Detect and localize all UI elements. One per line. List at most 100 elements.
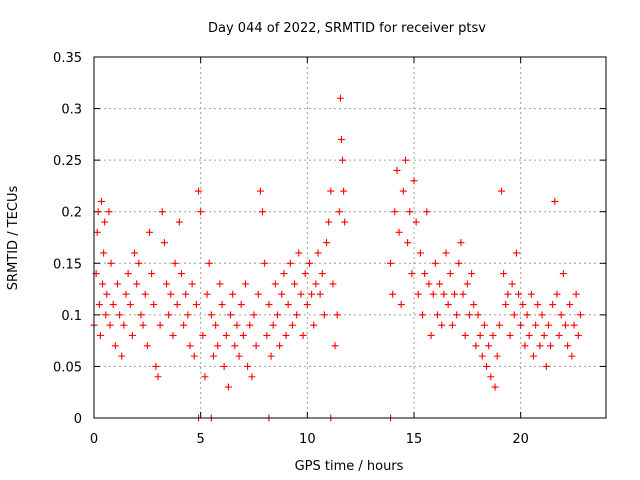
data-point: [472, 342, 480, 350]
data-point: [506, 331, 514, 339]
plot-frame: [93, 56, 607, 419]
data-point: [94, 208, 102, 216]
data-point: [97, 197, 105, 205]
data-point: [163, 280, 171, 288]
data-point: [391, 208, 399, 216]
data-point: [421, 270, 429, 278]
data-point: [148, 270, 156, 278]
data-point: [160, 239, 168, 247]
data-point: [282, 331, 290, 339]
data-point: [241, 280, 249, 288]
data-point: [453, 311, 461, 319]
data-points: [90, 94, 584, 422]
data-point: [336, 94, 344, 102]
data-point: [553, 290, 561, 298]
data-point: [235, 352, 243, 360]
data-point: [301, 270, 309, 278]
data-point: [427, 331, 435, 339]
data-point: [425, 280, 433, 288]
data-point: [525, 331, 533, 339]
data-point: [331, 342, 339, 350]
data-point: [105, 208, 113, 216]
data-point: [201, 373, 209, 381]
data-point: [284, 301, 292, 309]
data-point: [423, 208, 431, 216]
data-point: [169, 331, 177, 339]
data-point: [419, 311, 427, 319]
data-point: [124, 270, 132, 278]
data-point: [536, 342, 544, 350]
data-point: [180, 321, 188, 329]
data-point: [99, 280, 107, 288]
data-point: [542, 362, 550, 370]
x-axis-ticks: 0 5 10 15 20: [90, 57, 529, 447]
data-point: [429, 290, 437, 298]
data-point: [177, 270, 185, 278]
data-point: [557, 311, 565, 319]
data-point: [150, 301, 158, 309]
data-point: [263, 331, 271, 339]
data-point: [455, 259, 463, 267]
data-point: [107, 259, 115, 267]
x-tick-label: 15: [406, 432, 423, 447]
data-point: [493, 352, 501, 360]
data-point: [173, 301, 181, 309]
data-point: [566, 301, 574, 309]
data-point: [137, 311, 145, 319]
data-point: [570, 321, 578, 329]
data-point: [478, 352, 486, 360]
data-point: [261, 259, 269, 267]
data-point: [517, 321, 525, 329]
data-point: [103, 290, 111, 298]
data-point: [237, 301, 245, 309]
data-point: [212, 321, 220, 329]
y-tick-label: 0.1: [61, 309, 82, 324]
data-point: [271, 280, 279, 288]
data-point: [133, 280, 141, 288]
data-point: [438, 321, 446, 329]
data-point: [239, 331, 247, 339]
data-point: [404, 239, 412, 247]
data-point: [491, 383, 499, 391]
data-point: [401, 156, 409, 164]
data-point: [412, 218, 420, 226]
x-tick-label: 0: [90, 432, 98, 447]
data-point: [93, 228, 101, 236]
data-point: [96, 331, 104, 339]
data-point: [293, 311, 301, 319]
data-point: [519, 301, 527, 309]
data-point: [318, 270, 326, 278]
data-point: [227, 311, 235, 319]
data-point: [564, 342, 572, 350]
data-point: [101, 218, 109, 226]
data-point: [574, 331, 582, 339]
data-point: [502, 301, 510, 309]
data-point: [205, 259, 213, 267]
data-point: [474, 311, 482, 319]
data-point: [116, 311, 124, 319]
data-point: [527, 290, 535, 298]
data-point: [303, 301, 311, 309]
data-point: [145, 228, 153, 236]
data-point: [291, 280, 299, 288]
data-point: [182, 290, 190, 298]
data-point: [339, 156, 347, 164]
data-point: [231, 342, 239, 350]
data-point: [561, 321, 569, 329]
data-point: [288, 321, 296, 329]
data-point: [120, 321, 128, 329]
y-tick-label: 0.15: [53, 257, 82, 272]
data-point: [457, 239, 465, 247]
data-point: [431, 259, 439, 267]
data-point: [551, 197, 559, 205]
data-point: [463, 280, 471, 288]
y-tick-label: 0.05: [53, 360, 82, 375]
data-point: [192, 301, 200, 309]
data-point: [500, 270, 508, 278]
data-point: [521, 342, 529, 350]
data-point: [461, 331, 469, 339]
data-point: [197, 208, 205, 216]
data-point: [203, 290, 211, 298]
y-tick-label: 0.25: [53, 154, 82, 169]
data-point: [470, 301, 478, 309]
